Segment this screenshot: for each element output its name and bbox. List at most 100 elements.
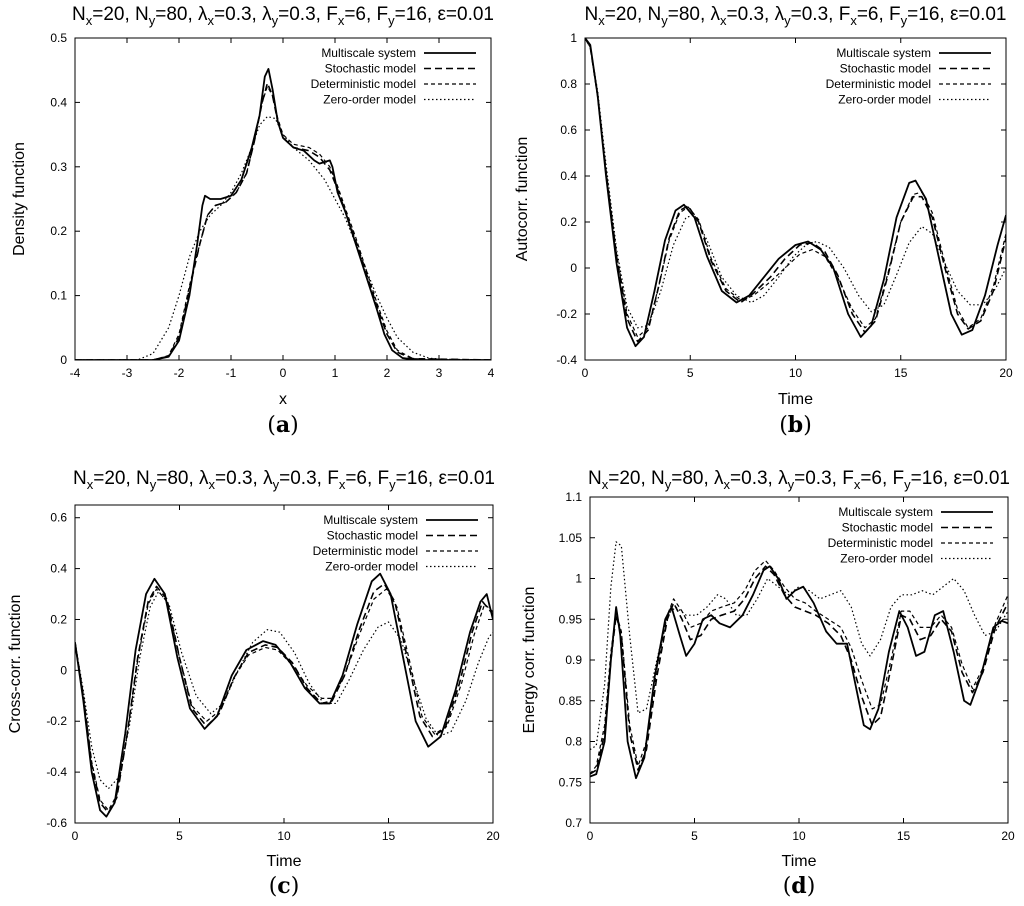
panel-label-close: ): [291, 874, 300, 899]
title-epsilon: ε=0.01: [950, 4, 1007, 25]
panel-label-close: ): [290, 413, 299, 438]
title-subscript: y: [273, 477, 280, 492]
title-value: =0.3,: [279, 468, 327, 489]
legend-label: Zero-order model: [840, 552, 933, 566]
y-tick-label: 0.8: [560, 77, 577, 91]
title-value: =0.3,: [791, 4, 839, 25]
panel-label-letter: d: [791, 873, 806, 899]
series-line-stochastic-model: [590, 565, 1008, 775]
title-symbol: N: [651, 468, 665, 489]
panel-label-close: ): [807, 874, 816, 899]
title-symbol: F: [378, 468, 390, 489]
title-symbol: N: [588, 468, 602, 489]
panel-label-open: (: [267, 413, 276, 438]
title-subscript: y: [149, 13, 156, 28]
title-subscript: y: [788, 477, 795, 492]
title-subscript: x: [338, 13, 345, 28]
title-value: =20,: [92, 4, 135, 25]
panel-label: (b): [779, 412, 812, 438]
x-tick-label: -1: [226, 366, 237, 380]
y-tick-label: 0.3: [50, 160, 67, 174]
y-tick-label: 1: [570, 31, 577, 45]
x-tick-label: 0: [582, 366, 589, 380]
y-axis-label: Density function: [11, 142, 28, 256]
title-value: =0.3,: [215, 468, 263, 489]
title-symbol: λ: [778, 468, 788, 489]
title-value: =0.3,: [278, 4, 326, 25]
y-tick-label: 0: [60, 353, 67, 367]
x-tick-label: 5: [176, 829, 183, 843]
title-subscript: x: [598, 13, 605, 28]
legend-label: Stochastic model: [325, 62, 416, 76]
x-tick-label: 20: [1001, 829, 1015, 843]
x-tick-label: 10: [792, 829, 806, 843]
title-epsilon: ε=0.01: [953, 468, 1010, 489]
title-value: =6,: [857, 4, 889, 25]
title-subscript: x: [209, 477, 216, 492]
title-subscript: x: [602, 477, 609, 492]
legend-label: Deterministic model: [311, 77, 416, 91]
panel-label-open: (: [779, 413, 788, 438]
series-line-multiscale-system: [585, 38, 1006, 348]
title-symbol: N: [584, 4, 598, 25]
title-value: =0.3,: [727, 4, 775, 25]
title-value: =0.3,: [794, 468, 842, 489]
legend-label: Zero-order model: [323, 93, 416, 107]
legend-label: Multiscale system: [323, 513, 418, 527]
legend-label: Deterministic model: [313, 544, 418, 558]
x-tick-label: 4: [488, 366, 495, 380]
y-tick-label: -0.6: [46, 816, 67, 830]
title-symbol: λ: [711, 4, 721, 25]
series-line-deterministic-model: [75, 85, 491, 360]
title-subscript: y: [901, 13, 908, 28]
chart-panel-b: Nx=20, Ny=80, λx=0.3, λy=0.3, Fx=6, Fy=1…: [514, 4, 1013, 438]
title-value: =20,: [93, 468, 136, 489]
series-line-multiscale-system: [75, 68, 491, 360]
x-tick-label: 5: [691, 829, 698, 843]
title-symbol: N: [72, 4, 86, 25]
title-symbol: λ: [198, 4, 208, 25]
title-subscript: y: [665, 477, 672, 492]
x-tick-label: 10: [277, 829, 291, 843]
panel-label-letter: b: [788, 412, 803, 438]
title-value: =80,: [155, 4, 198, 25]
title-value: =16,: [907, 4, 950, 25]
chart-title: Nx=20, Ny=80, λx=0.3, λy=0.3, Fx=6, Fy=1…: [73, 468, 495, 492]
panel-label-open: (: [783, 874, 792, 899]
title-value: =80,: [156, 468, 199, 489]
plot-frame: [74, 37, 492, 361]
title-subscript: x: [339, 477, 346, 492]
title-subscript: x: [850, 13, 857, 28]
y-tick-label: -0.4: [556, 353, 577, 367]
title-value: =6,: [345, 468, 377, 489]
legend-label: Multiscale system: [321, 46, 416, 60]
x-tick-label: 15: [894, 366, 908, 380]
y-tick-label: 0: [570, 261, 577, 275]
y-axis-label: Autocorr. function: [514, 137, 531, 262]
x-tick-label: 1: [332, 366, 339, 380]
panel-label-letter: a: [276, 412, 290, 438]
legend-label: Stochastic model: [327, 529, 418, 543]
title-subscript: x: [86, 13, 93, 28]
title-symbol: N: [135, 4, 149, 25]
y-tick-label: 0.85: [559, 694, 583, 708]
series-line-stochastic-model: [75, 583, 493, 814]
series-line-zero-order-model: [590, 541, 1008, 751]
title-value: =16,: [395, 4, 438, 25]
panel-label: (c): [269, 873, 300, 899]
x-tick-label: 0: [587, 829, 594, 843]
title-value: =0.3,: [730, 468, 778, 489]
title-value: =20,: [608, 468, 651, 489]
series-line-stochastic-model: [585, 38, 1006, 343]
title-value: =16,: [396, 468, 439, 489]
title-subscript: y: [661, 13, 668, 28]
plot-frame: [589, 496, 1009, 824]
plot-frame: [584, 37, 1007, 361]
title-symbol: λ: [262, 4, 272, 25]
title-symbol: λ: [199, 468, 209, 489]
legend-label: Zero-order model: [325, 560, 418, 574]
title-subscript: x: [87, 477, 94, 492]
series-line-stochastic-model: [75, 82, 491, 360]
legend-label: Multiscale system: [838, 505, 933, 519]
